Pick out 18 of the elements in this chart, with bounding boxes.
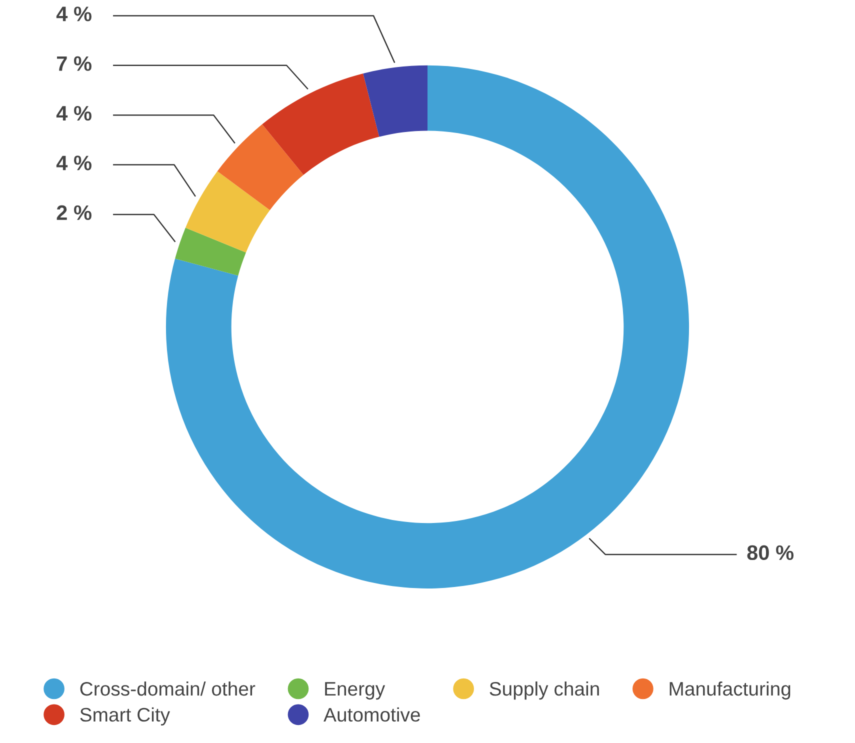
donut-slice xyxy=(175,228,246,276)
donut-slice xyxy=(217,124,304,210)
donut-slice xyxy=(262,73,380,175)
donut-slice xyxy=(363,65,428,137)
legend-label: Smart City xyxy=(80,707,170,726)
legend-label: Supply chain xyxy=(490,681,599,700)
data-label: 80 % xyxy=(747,545,794,560)
data-label: 7 % xyxy=(57,56,92,71)
legend-label: Automotive xyxy=(324,707,420,722)
donut-slice xyxy=(166,65,690,588)
legend-label: Energy xyxy=(325,682,386,700)
data-label: 2 % xyxy=(56,205,92,220)
legend-label: Cross-domain/ other xyxy=(80,681,256,696)
data-label: 4 % xyxy=(56,106,92,121)
donut-slice xyxy=(185,171,270,253)
data-label: 4 % xyxy=(56,156,92,170)
legend-label: Manufacturing xyxy=(670,681,790,700)
data-label: 4 % xyxy=(56,6,92,22)
